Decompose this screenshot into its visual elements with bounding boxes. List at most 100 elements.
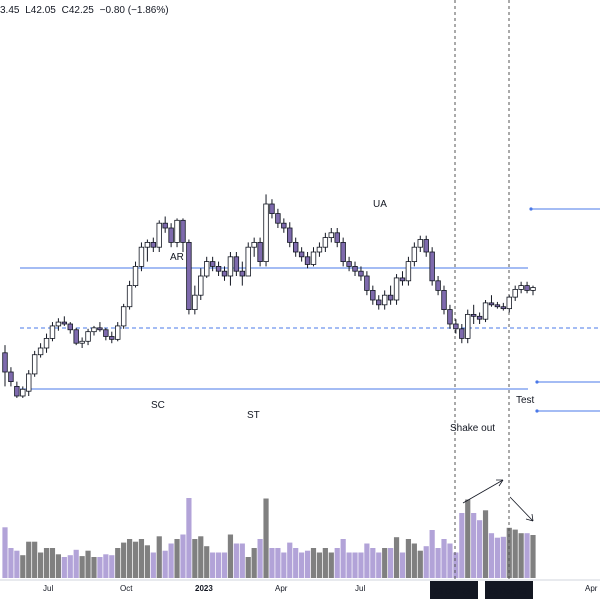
candle-body[interactable] xyxy=(310,251,317,265)
candle-body[interactable] xyxy=(233,256,240,272)
candle-body[interactable] xyxy=(292,241,299,253)
candle-body[interactable] xyxy=(174,219,180,243)
volume-bar xyxy=(239,543,245,578)
candle-body[interactable] xyxy=(447,309,453,325)
candle-body[interactable] xyxy=(144,241,151,248)
candle-body[interactable] xyxy=(49,325,56,339)
candle-body[interactable] xyxy=(8,371,14,383)
candle-body[interactable] xyxy=(180,219,186,243)
candle-body[interactable] xyxy=(269,203,275,214)
candle-body[interactable] xyxy=(239,270,246,277)
volume-bar xyxy=(61,557,67,578)
candle-body[interactable] xyxy=(429,251,435,282)
candle-body[interactable] xyxy=(316,246,323,253)
candle-body[interactable] xyxy=(115,325,121,340)
candle-body[interactable] xyxy=(109,336,115,340)
candle-body[interactable] xyxy=(73,329,79,344)
candle-body[interactable] xyxy=(482,302,489,320)
candle-body[interactable] xyxy=(103,329,109,337)
candle-body[interactable] xyxy=(435,280,441,291)
candle-body[interactable] xyxy=(209,261,216,267)
candle-body[interactable] xyxy=(132,265,139,286)
candle-body[interactable] xyxy=(488,302,495,306)
candle-body[interactable] xyxy=(204,261,210,277)
candle-body[interactable] xyxy=(500,306,507,310)
candle-body[interactable] xyxy=(2,352,8,373)
candle-body[interactable] xyxy=(91,327,97,333)
candle-body[interactable] xyxy=(524,285,530,291)
candle-body[interactable] xyxy=(26,373,32,392)
candle-body[interactable] xyxy=(281,222,287,229)
candle-body[interactable] xyxy=(376,299,382,306)
candle-body[interactable] xyxy=(459,328,465,339)
candle-body[interactable] xyxy=(31,354,38,375)
volume-bar xyxy=(334,548,340,578)
candle-body[interactable] xyxy=(405,261,412,282)
candle-body[interactable] xyxy=(322,237,329,248)
candle-body[interactable] xyxy=(126,285,133,308)
candle-body[interactable] xyxy=(334,232,340,243)
candle-body[interactable] xyxy=(381,294,388,306)
candle-body[interactable] xyxy=(506,296,512,310)
candle-body[interactable] xyxy=(387,294,394,301)
candle-body[interactable] xyxy=(346,261,352,267)
candle-body[interactable] xyxy=(162,222,168,229)
candle-body[interactable] xyxy=(97,327,103,331)
candle-body[interactable] xyxy=(61,321,68,325)
candle-body[interactable] xyxy=(393,277,400,301)
candle-body[interactable] xyxy=(67,323,73,331)
candle-body[interactable] xyxy=(168,227,174,243)
candle-body[interactable] xyxy=(245,246,251,277)
candle-body[interactable] xyxy=(43,337,50,349)
candle-body[interactable] xyxy=(37,347,44,356)
candle-body[interactable] xyxy=(423,239,429,253)
right-level-dot-1[interactable] xyxy=(529,207,533,211)
candle-body[interactable] xyxy=(55,321,62,327)
volume-bar xyxy=(210,552,216,578)
volume-bar xyxy=(281,552,287,578)
candle-body[interactable] xyxy=(340,241,346,262)
candle-body[interactable] xyxy=(275,213,281,224)
candle-body[interactable] xyxy=(370,289,376,301)
candle-body[interactable] xyxy=(494,304,501,308)
candle-body[interactable] xyxy=(352,265,358,272)
candle-body[interactable] xyxy=(298,251,305,258)
candle-body[interactable] xyxy=(411,246,418,262)
candle-body[interactable] xyxy=(138,246,145,267)
candle-body[interactable] xyxy=(364,275,370,291)
candle-body[interactable] xyxy=(470,313,477,317)
candle-body[interactable] xyxy=(453,323,459,330)
candle-body[interactable] xyxy=(221,270,228,277)
candle-body[interactable] xyxy=(476,315,483,320)
candle-body[interactable] xyxy=(20,388,26,397)
candle-body[interactable] xyxy=(251,241,257,248)
candle-body[interactable] xyxy=(399,277,406,282)
volume-bar xyxy=(26,541,32,578)
candle-body[interactable] xyxy=(198,275,204,296)
candle-body[interactable] xyxy=(14,385,20,397)
candle-body[interactable] xyxy=(304,256,311,265)
candle-body[interactable] xyxy=(192,294,198,311)
candle-body[interactable] xyxy=(441,289,447,310)
candle-body[interactable] xyxy=(85,331,91,342)
candle-body[interactable] xyxy=(79,340,85,344)
candle-body[interactable] xyxy=(417,239,423,248)
candle-body[interactable] xyxy=(358,270,364,277)
candle-body[interactable] xyxy=(227,256,234,277)
candle-body[interactable] xyxy=(156,222,162,248)
candle-body[interactable] xyxy=(186,241,192,310)
candle-body[interactable] xyxy=(328,232,334,239)
right-level-dot-2[interactable] xyxy=(535,380,539,384)
candle-body[interactable] xyxy=(257,241,263,262)
candle-body[interactable] xyxy=(287,227,293,243)
candle-body[interactable] xyxy=(518,285,524,290)
candle-body[interactable] xyxy=(150,241,157,248)
candle-body[interactable] xyxy=(263,203,269,262)
candle-body[interactable] xyxy=(120,306,127,327)
candle-body[interactable] xyxy=(465,313,471,339)
candle-body[interactable] xyxy=(215,265,222,272)
right-level-dot-3[interactable] xyxy=(535,409,539,413)
candle-body[interactable] xyxy=(512,289,518,298)
candle-body[interactable] xyxy=(530,287,536,291)
